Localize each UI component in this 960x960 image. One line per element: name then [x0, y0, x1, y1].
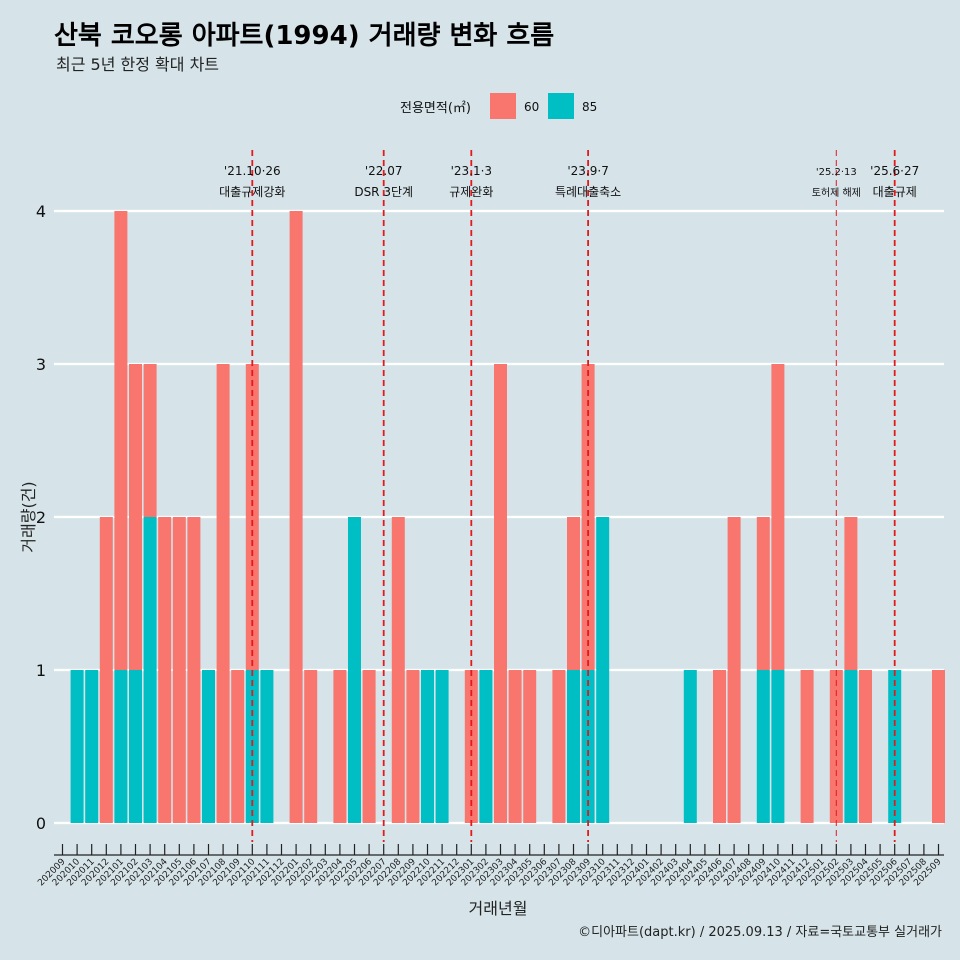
event-label-202110: 대출규제강화 — [219, 185, 285, 199]
event-date-202309: '23.9·7 — [567, 164, 608, 178]
bar-60-202109 — [231, 670, 245, 823]
bar-60-202110 — [245, 364, 259, 670]
bar-60-202108 — [216, 364, 230, 823]
event-label-202502: 토허제 해제 — [812, 186, 861, 199]
event-date-202207: '22.07 — [365, 164, 403, 178]
bar-60-202307 — [552, 670, 566, 823]
bar-60-202409 — [756, 517, 770, 670]
chart-title: 산북 코오롱 아파트(1994) 거래량 변화 흐름 — [54, 21, 554, 51]
bar-60-202303 — [494, 364, 507, 823]
bar-60-202202 — [304, 670, 318, 823]
bar-60-202509 — [932, 670, 945, 823]
bar-60-202206 — [362, 670, 376, 823]
legend-swatch-60 — [490, 93, 516, 119]
bar-85-202210 — [421, 670, 434, 823]
bar-85-202310 — [596, 517, 610, 823]
bar-60-202204 — [333, 670, 347, 823]
bar-60-202209 — [406, 670, 420, 823]
legend-label-60: 60 — [524, 100, 539, 114]
legend: 전용면적(㎡) 60 85 — [400, 93, 597, 119]
bar-60-202201 — [289, 211, 303, 823]
chart-subtitle: 최근 5년 한정 확대 차트 — [56, 55, 219, 74]
bar-85-202506 — [888, 670, 902, 823]
bar-60-202301 — [464, 670, 478, 823]
bar-85-202103 — [143, 517, 157, 823]
bar-85-202503 — [844, 670, 858, 823]
y-tick-labels: 0 1 2 3 4 — [36, 202, 46, 833]
bar-60-202407 — [727, 517, 741, 823]
event-date-202301: '23.1·3 — [451, 164, 492, 178]
event-label-202301: 규제완화 — [449, 185, 493, 199]
bar-60-202106 — [187, 517, 201, 823]
event-date-202506: '25.6·27 — [870, 164, 919, 178]
bar-85-202308 — [567, 670, 580, 823]
bar-60-202105 — [172, 517, 186, 823]
y-tick-label-0: 0 — [36, 814, 46, 833]
event-date-202502: '25.2·13 — [816, 167, 857, 178]
x-axis: 2020092020102020112020122021012021022021… — [36, 844, 944, 888]
bar-60-202410 — [771, 364, 785, 670]
bar-85-202309 — [581, 670, 595, 823]
bar-60-202102 — [129, 364, 142, 670]
x-axis-title: 거래년월 — [469, 899, 528, 918]
bar-60-202308 — [567, 517, 580, 670]
bars — [70, 211, 945, 823]
event-label-202309: 특례대출축소 — [555, 185, 621, 199]
bar-85-202111 — [260, 670, 274, 823]
bar-85-202011 — [85, 670, 99, 823]
legend-label-85: 85 — [582, 100, 597, 114]
bar-60-202208 — [391, 517, 405, 823]
caption: ©디아파트(dapt.kr) / 2025.09.13 / 자료=국토교통부 실… — [578, 925, 942, 940]
bar-60-202103 — [143, 364, 157, 517]
event-annotations: '21.10·26 대출규제강화 '22.07 DSR 3단계 '23.1·3 규제완화 '… — [219, 164, 919, 199]
event-date-202110: '21.10·26 — [224, 164, 281, 178]
bar-60-202412 — [800, 670, 814, 823]
event-lines — [251, 150, 896, 842]
bar-60-202504 — [859, 670, 872, 823]
bar-60-202012 — [99, 517, 113, 823]
bar-60-202406 — [713, 670, 726, 823]
bar-60-202101 — [114, 211, 128, 670]
event-label-202207: DSR 3단계 — [354, 185, 413, 199]
bar-85-202101 — [114, 670, 128, 823]
bar-60-202502 — [829, 670, 843, 823]
legend-title: 전용면적(㎡) — [400, 101, 471, 116]
y-tick-label-1: 1 — [36, 661, 46, 680]
bar-85-202205 — [348, 517, 361, 823]
legend-swatch-85 — [548, 93, 574, 119]
bar-60-202309 — [581, 364, 595, 670]
event-label-202506: 대출규제 — [873, 185, 917, 199]
bar-85-202211 — [435, 670, 449, 823]
bar-85-202404 — [683, 670, 697, 823]
bar-85-202107 — [202, 670, 215, 823]
y-tick-label-3: 3 — [36, 355, 46, 374]
bar-60-202503 — [844, 517, 858, 670]
bar-85-202102 — [129, 670, 142, 823]
y-tick-label-2: 2 — [36, 508, 46, 527]
bar-85-202409 — [756, 670, 770, 823]
bar-85-202110 — [245, 670, 259, 823]
bar-60-202305 — [523, 670, 537, 823]
y-tick-label-4: 4 — [36, 202, 46, 221]
bar-85-202010 — [70, 670, 84, 823]
bar-60-202104 — [158, 517, 172, 823]
bar-85-202410 — [771, 670, 785, 823]
y-axis-title: 거래량(건) — [19, 481, 38, 552]
bar-60-202304 — [508, 670, 522, 823]
bar-85-202302 — [479, 670, 493, 823]
